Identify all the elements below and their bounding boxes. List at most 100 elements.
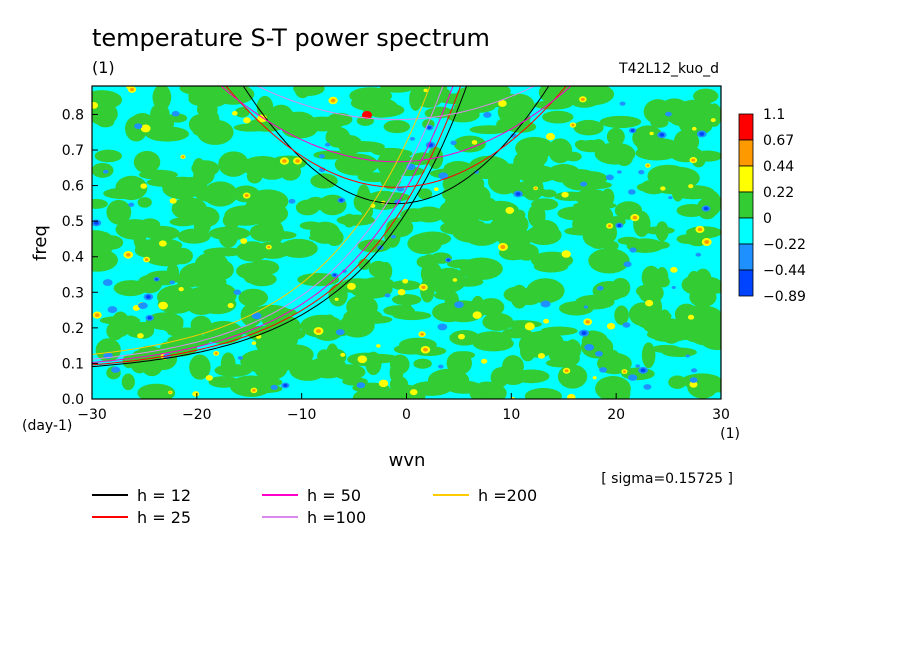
contour-patch bbox=[668, 196, 673, 200]
contour-patch bbox=[659, 133, 665, 137]
legend-label: h =100 bbox=[307, 508, 366, 527]
contour-patch bbox=[243, 117, 251, 124]
contour-patch bbox=[203, 181, 238, 207]
contour-patch bbox=[339, 198, 344, 202]
contour-patch bbox=[524, 322, 535, 331]
contour-patch bbox=[649, 131, 654, 136]
contour-patch bbox=[125, 252, 131, 257]
contour-patch bbox=[205, 374, 213, 381]
contour-patch bbox=[640, 368, 646, 373]
contour-patch bbox=[170, 283, 186, 308]
contour-patch bbox=[638, 282, 664, 304]
unit-label: (1) bbox=[92, 58, 115, 77]
legend-label: h = 50 bbox=[307, 486, 361, 505]
contour-patch bbox=[106, 199, 132, 225]
contour-patch bbox=[140, 124, 151, 133]
dispersion-curve bbox=[92, 86, 431, 355]
colorbar-swatch bbox=[738, 217, 754, 245]
y-axis: 0.0 0.1 0.2 0.3 0.4 0.5 0.6 0.7 0.8 bbox=[62, 107, 98, 408]
contour-patch bbox=[557, 364, 588, 389]
contour-patch bbox=[686, 311, 721, 335]
contour-patch bbox=[515, 192, 521, 196]
contour-patch bbox=[424, 108, 439, 118]
contour-patch bbox=[704, 240, 710, 244]
contour-patch bbox=[571, 123, 575, 127]
contour-patch bbox=[437, 323, 448, 331]
contour-patch bbox=[128, 202, 135, 207]
y-tick-label: 0.1 bbox=[62, 356, 84, 372]
contour-patch bbox=[95, 338, 121, 362]
contour-patch bbox=[592, 376, 597, 380]
contour-patch bbox=[288, 198, 296, 204]
contour-patch bbox=[295, 199, 320, 216]
contour-patch bbox=[676, 234, 701, 245]
contour-patch bbox=[501, 113, 522, 125]
contour-patch bbox=[192, 157, 206, 179]
contour-patch bbox=[574, 139, 589, 149]
contour-patch bbox=[514, 243, 539, 261]
contour-patch bbox=[324, 142, 331, 147]
contour-patch bbox=[227, 303, 234, 309]
contour-patch bbox=[622, 322, 631, 328]
contour-patch bbox=[585, 320, 590, 324]
contour-patch bbox=[548, 340, 579, 367]
contour-patch bbox=[350, 215, 366, 225]
legend: h = 12 h = 25 h = 50 h =100 h =200 bbox=[92, 486, 537, 527]
contour-patch bbox=[434, 187, 439, 192]
contour-patch bbox=[512, 209, 526, 221]
contour-patch bbox=[458, 333, 465, 340]
dispersion-curve bbox=[256, 86, 536, 121]
contour-patch bbox=[554, 191, 588, 202]
contour-patch bbox=[691, 126, 697, 131]
contour-patch bbox=[423, 88, 428, 93]
contour-patch bbox=[390, 234, 397, 239]
contour-patch bbox=[498, 100, 507, 107]
contour-patch bbox=[472, 311, 482, 319]
contour-patch bbox=[240, 349, 282, 373]
contour-patch bbox=[131, 321, 155, 339]
contour-patch bbox=[302, 116, 343, 132]
y-tick-label: 0.7 bbox=[62, 143, 84, 159]
contour-patch bbox=[443, 161, 474, 177]
contour-patch bbox=[178, 286, 184, 292]
contour-patch bbox=[645, 299, 654, 307]
contour-patch bbox=[402, 278, 409, 284]
contour-patch bbox=[580, 97, 585, 101]
y-unit-label: (day-1) bbox=[22, 418, 72, 434]
contour-patch bbox=[171, 197, 208, 221]
contour-patch bbox=[557, 206, 594, 221]
contour-patch bbox=[374, 192, 410, 202]
contour-patch bbox=[102, 169, 109, 174]
contour-patch bbox=[614, 305, 629, 326]
contour-patch bbox=[107, 306, 118, 313]
contour-patch bbox=[169, 198, 177, 204]
contour-patch bbox=[710, 118, 716, 123]
contour-patch bbox=[691, 158, 696, 162]
dispersion-curve bbox=[242, 86, 550, 205]
x-axis: −30 −20 −10 0 10 20 30 bbox=[77, 393, 730, 423]
contour-patch bbox=[192, 391, 200, 397]
contour-patch bbox=[627, 189, 636, 195]
contour-patch bbox=[295, 159, 300, 163]
contour-patch bbox=[628, 374, 638, 381]
contour-patch bbox=[357, 355, 368, 364]
contour-patch bbox=[691, 150, 721, 162]
contour-patch bbox=[391, 294, 422, 306]
contour-patch bbox=[390, 280, 421, 291]
contour-patch bbox=[699, 132, 705, 136]
contour-patch bbox=[697, 227, 703, 232]
contour-patch bbox=[561, 169, 600, 191]
dispersion-curve bbox=[92, 86, 454, 363]
contour-patch bbox=[561, 191, 569, 198]
contour-patch bbox=[423, 347, 428, 352]
contour-patch bbox=[650, 117, 669, 128]
contour-patch bbox=[606, 127, 625, 146]
y-tick-label: 0.2 bbox=[62, 321, 84, 337]
contour-patch bbox=[383, 120, 410, 134]
colorbar-label: 1.1 bbox=[763, 107, 785, 123]
contour-patch bbox=[327, 348, 347, 365]
contour-patch bbox=[158, 301, 168, 310]
contour-patch bbox=[464, 86, 500, 104]
contour-patch bbox=[583, 305, 588, 309]
contour-patch bbox=[527, 147, 548, 167]
